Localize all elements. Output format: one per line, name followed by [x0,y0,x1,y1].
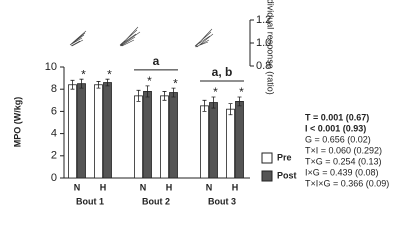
response-tick-label: 0.8 [256,60,271,72]
bar [134,95,143,179]
x-tick-label: H [166,182,173,192]
bar [226,108,235,179]
group-annotation: a [153,54,160,68]
error-bar [237,96,242,107]
group-label: Bout 3 [208,196,236,206]
bar [68,84,77,179]
legend-swatch [261,152,273,164]
error-bar [105,78,110,87]
y-tick-label: 0 [51,172,57,184]
stat-line: I×G = 0.439 (0.08) [305,167,379,177]
response-tick-label: 1.0 [256,37,271,49]
bar [103,82,112,179]
legend-swatch [261,170,273,182]
stat-line: T×I = 0.060 (0.292) [305,145,382,155]
bar [169,92,178,179]
x-tick-label: N [206,182,213,192]
x-tick-label: H [100,182,107,192]
stat-line: G = 0.656 (0.02) [305,134,371,144]
group-annotation: a, b [212,65,233,79]
x-tick-label: H [232,182,239,192]
legend-label: Pre [277,152,292,162]
error-bar [70,79,75,90]
bar [94,84,103,179]
error-bar [171,87,176,98]
error-bar [145,85,150,98]
x-tick-label: N [140,182,147,192]
bar [209,102,218,179]
error-bar [136,89,141,102]
stat-line: T = 0.001 (0.67) [305,112,369,122]
significance: * [173,76,178,90]
significance: * [81,67,86,81]
response-axis-label: Individual response (ratio) [266,0,276,95]
y-tick-label: 10 [45,61,57,73]
bar [235,101,244,179]
error-bar [79,78,84,89]
bar [160,95,169,179]
y-tick-label: 8 [51,83,57,95]
bar [200,105,209,179]
x-tick-label: N [74,182,81,192]
response-tick-label: 1.2 [256,14,271,26]
y-tick-label: 4 [51,128,57,140]
significance: * [147,74,152,88]
group-label: Bout 1 [76,196,104,206]
error-bar [202,99,207,112]
significance: * [239,85,244,99]
bar [77,83,86,179]
significance: * [107,67,112,81]
bar [143,91,152,179]
error-bar [211,96,216,109]
stat-line: I < 0.001 (0.93) [305,123,366,133]
chart: MPO (W/kg) Individual response (ratio) 0… [12,0,389,206]
y-axis-label: MPO (W/kg) [12,97,22,148]
error-bar [162,91,167,101]
legend-label: Post [277,170,297,180]
group-label: Bout 2 [142,196,170,206]
y-tick-label: 2 [51,150,57,162]
error-bar [228,103,233,116]
significance: * [213,85,218,99]
y-tick-label: 6 [51,105,57,117]
stat-line: T×G = 0.254 (0.13) [305,156,382,166]
stat-line: T×I×G = 0.366 (0.09) [305,178,389,188]
error-bar [96,81,101,89]
individual-response-fans [69,26,214,48]
